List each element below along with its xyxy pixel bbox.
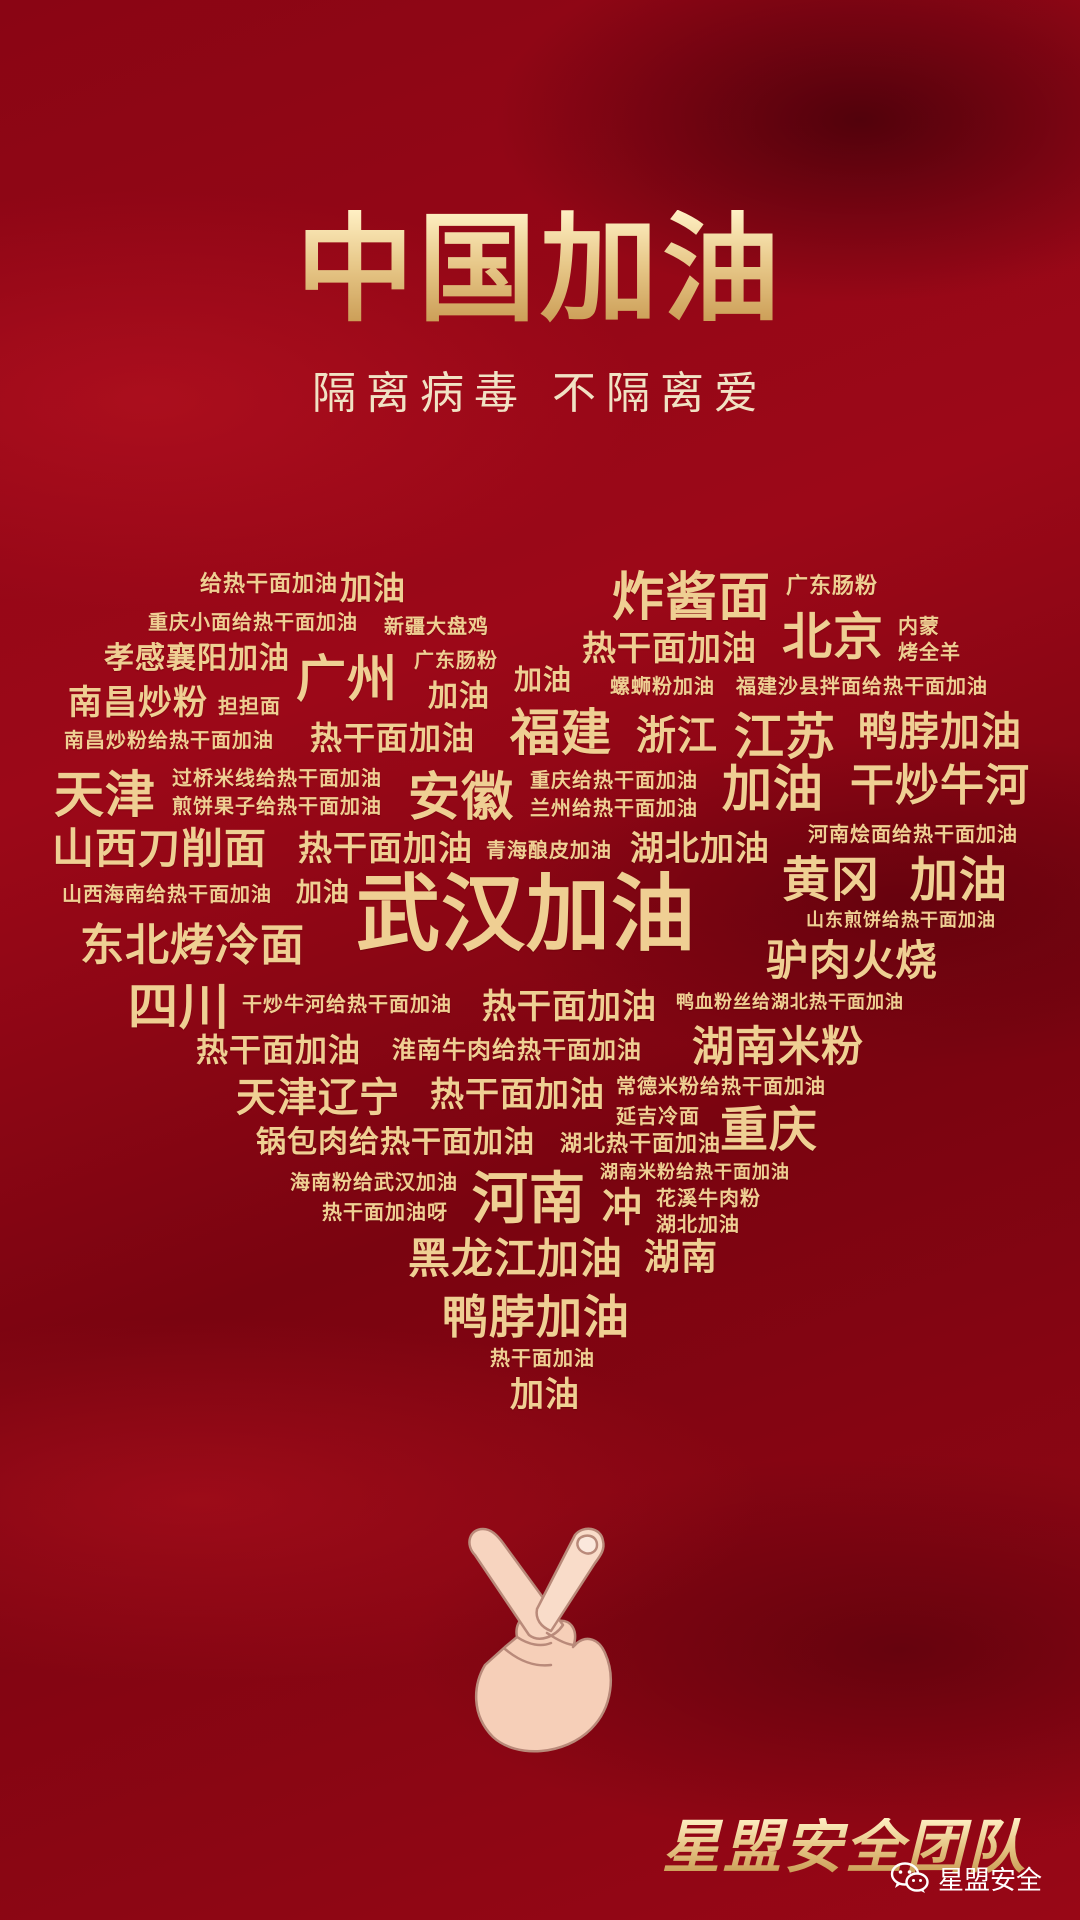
cloud-word: 热干面加油	[490, 1346, 595, 1370]
cloud-word: 热干面加油	[298, 829, 473, 869]
cloud-word: 冲	[602, 1185, 643, 1231]
cloud-word: 常德米粉给热干面加油	[616, 1074, 826, 1098]
cloud-word: 干炒牛河给热干面加油	[242, 992, 452, 1016]
cloud-word: 河南	[472, 1167, 586, 1232]
cloud-word: 加油	[910, 852, 1009, 908]
cloud-word: 湖南米粉给热干面加油	[600, 1162, 790, 1183]
cloud-word: 广东肠粉	[414, 648, 498, 672]
cloud-word: 福建	[510, 704, 612, 762]
cloud-word: 干炒牛河	[850, 760, 1030, 811]
cloud-word: 重庆小面给热干面加油	[148, 610, 358, 634]
cloud-word: 安徽	[408, 768, 515, 828]
cloud-word: 南昌炒粉	[68, 683, 208, 723]
cloud-word: 加油	[514, 663, 573, 696]
cloud-word: 湖北加油	[630, 829, 770, 869]
wechat-watermark: 星盟安全	[890, 1860, 1042, 1896]
watermark-text: 星盟安全	[938, 1865, 1043, 1896]
cloud-word: 浙江	[636, 713, 718, 759]
cloud-word: 热干面加油呀	[322, 1200, 448, 1224]
cloud-word: 热干面加油	[482, 987, 657, 1027]
cloud-word: 鸭血粉丝给湖北热干面加油	[676, 992, 904, 1013]
cloud-word: 广东肠粉	[786, 574, 879, 599]
cloud-word: 黄冈	[782, 852, 881, 908]
cloud-word: 四川	[128, 978, 230, 1036]
cloud-word: 天津辽宁	[236, 1075, 400, 1121]
cloud-word: 兰州给热干面加油	[530, 796, 698, 820]
finger-heart-hand-icon	[468, 1527, 612, 1753]
cloud-word: 螺蛳粉加油	[610, 674, 715, 698]
cloud-word: 湖北热干面加油	[560, 1132, 722, 1157]
cloud-word: 加油	[428, 679, 490, 714]
cloud-word: 给热干面加油	[200, 572, 339, 597]
cloud-word: 锅包肉给热干面加油	[256, 1125, 535, 1160]
cloud-word: 河南烩面给热干面加油	[808, 822, 1018, 846]
cloud-word: 花溪牛肉粉	[656, 1186, 761, 1210]
cloud-word: 加油	[296, 878, 351, 908]
cloud-word: 驴肉火烧	[766, 936, 939, 985]
cloud-word: 延吉冷面	[616, 1104, 700, 1128]
cloud-word: 担担面	[218, 694, 281, 718]
cloud-word: 广州	[296, 650, 398, 708]
cloud-word: 海南粉给武汉加油	[290, 1170, 458, 1194]
cloud-word: 青海酿皮加油	[486, 838, 612, 862]
cloud-word: 鸭脖加油	[858, 709, 1022, 755]
cloud-word: 湖南米粉	[692, 1022, 865, 1071]
cloud-word: 山东煎饼给热干面加油	[806, 910, 996, 931]
cloud-word: 重庆给热干面加油	[530, 768, 698, 792]
cloud-word: 新疆大盘鸡	[384, 614, 489, 638]
poster-subtitle: 隔离病毒 不隔离爱	[312, 368, 768, 419]
team-name: 星盟安全团队	[661, 1813, 1028, 1881]
cloud-word: 炸酱面	[612, 568, 772, 628]
cloud-word: 热干面加油	[582, 629, 757, 669]
cloud-word: 湖北加油	[656, 1212, 740, 1236]
cloud-word: 北京	[782, 608, 884, 666]
cloud-word: 热干面加油	[310, 719, 476, 757]
cloud-word: 天津	[54, 766, 156, 824]
cloud-word: 东北烤冷面	[80, 920, 305, 971]
cloud-word: 过桥米线给热干面加油	[172, 766, 382, 790]
poster-title: 中国加油	[0, 210, 1080, 328]
cloud-word: 山西刀削面	[52, 824, 268, 873]
cloud-word: 鸭脖加油	[442, 1290, 630, 1344]
cloud-word: 加油	[510, 1375, 580, 1415]
cloud-word: 江苏	[734, 708, 836, 766]
cloud-word: 淮南牛肉给热干面加油	[392, 1036, 642, 1064]
cloud-word: 重庆	[720, 1102, 819, 1158]
cloud-word: 烤全羊	[898, 640, 961, 664]
cloud-word: 煎饼果子给热干面加油	[172, 794, 382, 818]
cloud-word: 热干面加油	[430, 1075, 605, 1115]
cloud-word: 黑龙江加油	[408, 1234, 624, 1283]
cloud-word: 武汉加油	[356, 865, 697, 963]
cloud-word: 加油	[340, 569, 407, 607]
wechat-icon	[890, 1862, 929, 1893]
cloud-word: 湖南	[644, 1237, 719, 1278]
cloud-word: 南昌炒粉给热干面加油	[64, 728, 274, 752]
cloud-word: 山西海南给热干面加油	[62, 882, 272, 906]
cloud-word: 孝感襄阳加油	[104, 641, 290, 676]
cloud-word: 福建沙县拌面给热干面加油	[736, 674, 988, 698]
cloud-word: 热干面加油	[196, 1031, 362, 1069]
cloud-word: 内蒙	[898, 614, 940, 638]
cloud-word: 加油	[722, 760, 824, 818]
